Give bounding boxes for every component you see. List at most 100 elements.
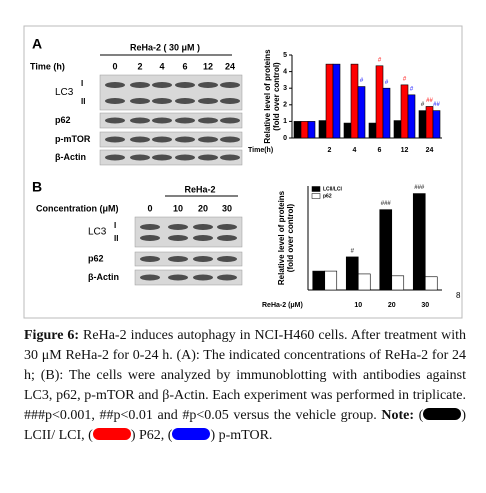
blot — [134, 216, 243, 248]
y-axis-label: Relative level of proteins — [263, 49, 272, 144]
x-axis-label: ReHa-2 (μM) — [262, 302, 303, 309]
blot-band — [130, 117, 150, 124]
bar — [345, 256, 359, 291]
blot-band — [130, 136, 150, 143]
blot-label: β-Actin — [55, 152, 86, 162]
blot-band — [220, 98, 240, 104]
blot-band — [105, 154, 125, 161]
bar — [332, 63, 341, 139]
bar — [300, 121, 309, 139]
note-text: ( — [414, 408, 424, 423]
note-text: ) p-mTOR. — [210, 428, 273, 443]
annotation: # — [410, 86, 414, 92]
y-tick-label: 3 — [283, 85, 287, 92]
blot-label: β-Actin — [88, 272, 119, 282]
blot-label: LC3 — [55, 87, 74, 98]
blot-band — [175, 98, 195, 104]
blot-band — [105, 117, 125, 124]
x-tick-label: 30 — [421, 302, 429, 309]
blot-band — [105, 136, 125, 143]
bar — [418, 110, 427, 139]
x-tick-label: 10 — [354, 302, 362, 309]
note-swatch — [423, 408, 462, 420]
figure-frame — [23, 25, 463, 319]
bar — [307, 121, 316, 139]
figure-label: Figure 6: — [24, 328, 80, 343]
note-swatch — [172, 428, 211, 440]
caption: Figure 6: ReHa-2 induces autophagy in NC… — [24, 326, 466, 446]
annotation: # — [421, 102, 425, 108]
blot-band — [152, 98, 172, 104]
lane-label: 30 — [222, 203, 232, 213]
bar — [393, 120, 402, 139]
bar — [324, 270, 338, 291]
bar — [432, 110, 441, 139]
bar — [293, 121, 302, 139]
lane-label: 20 — [198, 203, 208, 213]
blot-band — [152, 117, 172, 124]
x-tick-label: 12 — [401, 147, 409, 154]
blot-band — [220, 82, 240, 88]
blot-band — [198, 154, 218, 161]
lc3-form: II — [114, 234, 118, 243]
blot-band — [130, 82, 150, 88]
legend-label: p62 — [323, 193, 332, 199]
lane-label: 24 — [225, 61, 235, 71]
blot-band — [140, 274, 160, 281]
annotation: ### — [381, 201, 392, 207]
blot-band — [217, 235, 237, 241]
bar — [350, 63, 359, 139]
blot-band — [198, 117, 218, 124]
bar — [400, 84, 409, 139]
bar — [424, 276, 438, 291]
y-tick-label: 4 — [283, 68, 287, 75]
annotation: # — [378, 57, 382, 63]
bar — [382, 87, 391, 139]
bar — [343, 122, 352, 139]
blot-band — [175, 82, 195, 88]
blot — [99, 74, 243, 111]
blot-band — [217, 224, 237, 230]
bar — [357, 86, 366, 139]
lane-label: 12 — [203, 61, 213, 71]
x-axis-label: Time(h) — [248, 147, 273, 154]
annotation: ## — [426, 98, 433, 104]
lc3-form: I — [114, 221, 116, 230]
annotation: ## — [433, 102, 440, 108]
y-tick-label: 1 — [283, 118, 287, 125]
blot-label: p62 — [55, 115, 71, 125]
x-tick-label: 24 — [426, 147, 434, 154]
blot-band — [140, 235, 160, 241]
note-text: ) P62, ( — [130, 428, 173, 443]
note-text: ) LCII/ LCI, ( — [24, 408, 466, 443]
blot-band — [198, 82, 218, 88]
lane-label: 10 — [173, 203, 183, 213]
bar — [312, 270, 326, 291]
blot-band — [130, 154, 150, 161]
lane-label: 2 — [137, 61, 142, 71]
blot — [134, 269, 243, 286]
lc3-form: I — [81, 79, 83, 88]
blot — [134, 251, 243, 267]
legend-swatch — [311, 193, 321, 199]
bar — [379, 209, 393, 291]
panel-label: B — [32, 179, 42, 195]
treatment-label: ReHa-2 ( 30 μM ) — [130, 42, 200, 52]
legend-label: LCII/LCI — [323, 186, 342, 192]
y-axis-label: Relative level of proteins — [277, 190, 286, 285]
x-tick-label: 4 — [353, 147, 357, 154]
blot-band — [175, 136, 195, 143]
blot-band — [193, 224, 213, 230]
blot-band — [152, 82, 172, 88]
blot-band — [220, 136, 240, 143]
blot-band — [217, 274, 237, 281]
y-axis-label: (fold over control) — [286, 203, 295, 272]
blot-band — [105, 98, 125, 104]
x-tick-label: 6 — [378, 147, 382, 154]
bar — [318, 120, 327, 139]
blot-band — [130, 98, 150, 104]
lane-label: 6 — [182, 61, 187, 71]
blot-band — [168, 274, 188, 281]
lc3-form: II — [81, 97, 85, 106]
